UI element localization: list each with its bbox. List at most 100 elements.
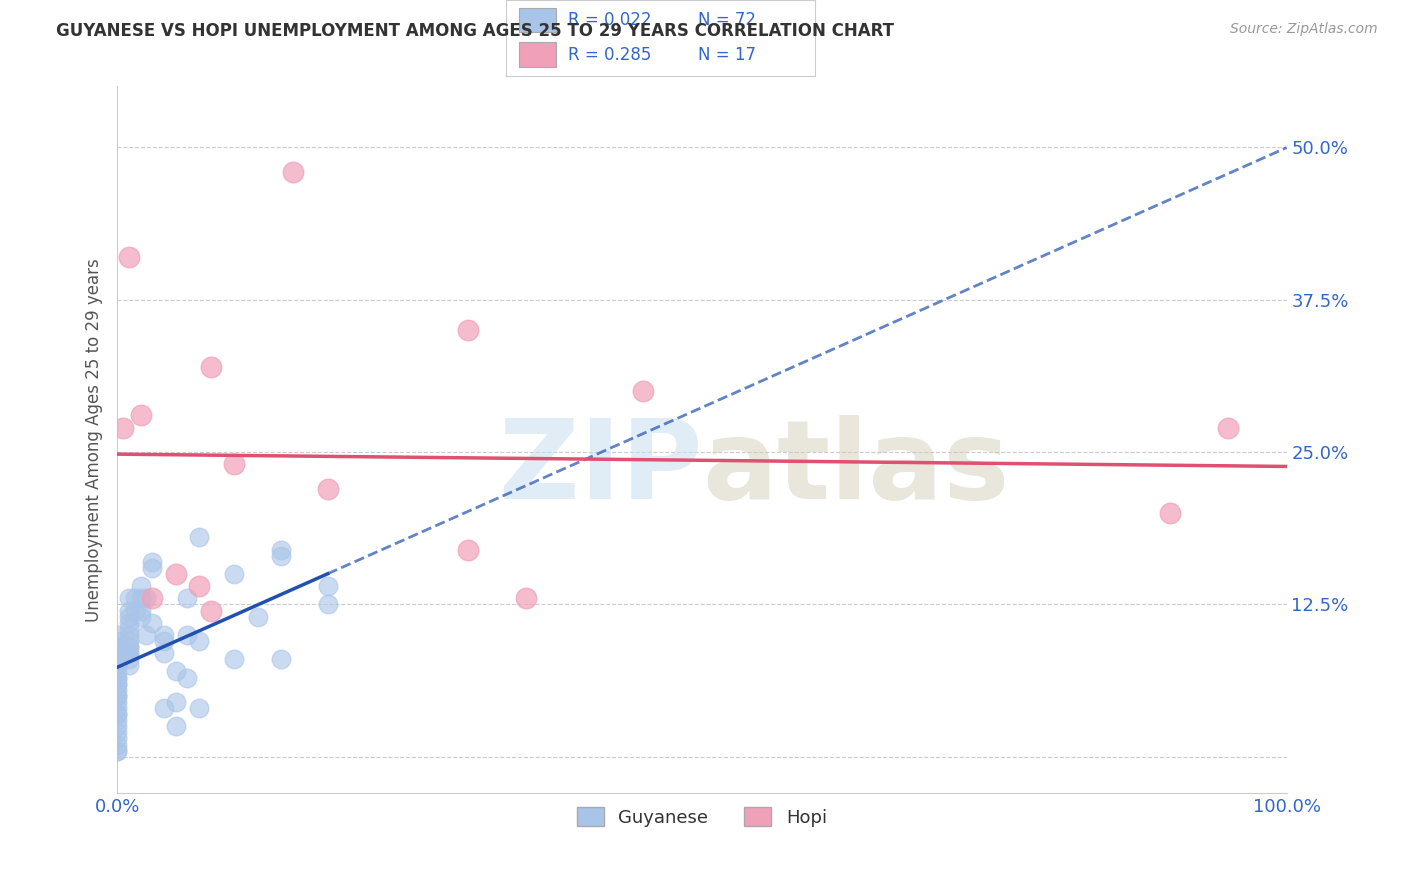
Point [105,658,128,673]
Point [141,561,163,575]
Text: R = 0.022: R = 0.022 [568,11,651,29]
Point [316,598,339,612]
Point [105,671,128,685]
Point [118,658,141,673]
Text: ZIP: ZIP [499,415,702,522]
Point [153,634,176,648]
Point [105,676,128,690]
Point [118,634,141,648]
Text: N = 72: N = 72 [697,11,756,29]
Point [129,609,152,624]
Point [270,549,292,563]
Point [118,652,141,666]
Point [118,250,141,264]
Point [153,646,176,660]
Text: R = 0.285: R = 0.285 [568,45,651,63]
Point [129,591,152,606]
Legend: Guyanese, Hopi: Guyanese, Hopi [569,800,834,834]
Point [105,640,128,654]
Point [105,640,128,654]
Point [105,707,128,722]
Point [246,609,269,624]
Point [105,744,128,758]
Point [316,482,339,496]
Point [200,603,222,617]
Point [270,542,292,557]
Point [105,731,128,746]
Point [135,628,157,642]
Point [188,701,211,715]
FancyBboxPatch shape [519,7,555,32]
Point [124,591,146,606]
Point [200,359,222,374]
Point [105,701,128,715]
Point [141,555,163,569]
Point [224,457,246,471]
Point [141,591,163,606]
Point [141,615,163,630]
Point [105,634,128,648]
Point [188,579,211,593]
Point [105,713,128,727]
Point [105,676,128,690]
Point [224,652,246,666]
Point [105,719,128,733]
Point [165,665,187,679]
Point [105,658,128,673]
Point [188,530,211,544]
FancyBboxPatch shape [519,43,555,67]
Point [129,603,152,617]
Point [105,744,128,758]
Point [224,566,246,581]
Point [135,591,157,606]
Point [176,671,198,685]
Point [165,566,187,581]
Point [105,738,128,752]
Point [118,609,141,624]
Point [1216,420,1239,434]
Point [105,707,128,722]
Point [105,665,128,679]
Point [105,695,128,709]
Point [176,628,198,642]
Point [105,628,128,642]
Point [281,164,304,178]
Point [118,628,141,642]
Point [153,701,176,715]
Point [105,671,128,685]
Point [188,634,211,648]
Point [105,725,128,739]
Point [270,652,292,666]
Text: N = 17: N = 17 [697,45,756,63]
Text: Source: ZipAtlas.com: Source: ZipAtlas.com [1230,22,1378,37]
Text: atlas: atlas [702,415,1010,522]
Point [165,695,187,709]
Point [633,384,655,398]
Point [118,646,141,660]
Point [105,682,128,697]
Point [118,622,141,636]
Y-axis label: Unemployment Among Ages 25 to 29 years: Unemployment Among Ages 25 to 29 years [86,258,103,622]
Point [118,646,141,660]
Point [176,591,198,606]
Point [457,542,479,557]
Point [129,579,152,593]
Point [105,689,128,703]
Point [165,719,187,733]
Point [457,323,479,337]
Point [153,628,176,642]
Point [124,603,146,617]
Point [118,615,141,630]
Point [105,652,128,666]
Text: GUYANESE VS HOPI UNEMPLOYMENT AMONG AGES 25 TO 29 YEARS CORRELATION CHART: GUYANESE VS HOPI UNEMPLOYMENT AMONG AGES… [56,22,894,40]
Point [112,420,135,434]
Point [105,646,128,660]
Point [105,689,128,703]
Point [316,579,339,593]
Point [118,591,141,606]
Point [118,640,141,654]
Point [129,409,152,423]
Point [118,603,141,617]
Point [515,591,537,606]
Point [118,640,141,654]
